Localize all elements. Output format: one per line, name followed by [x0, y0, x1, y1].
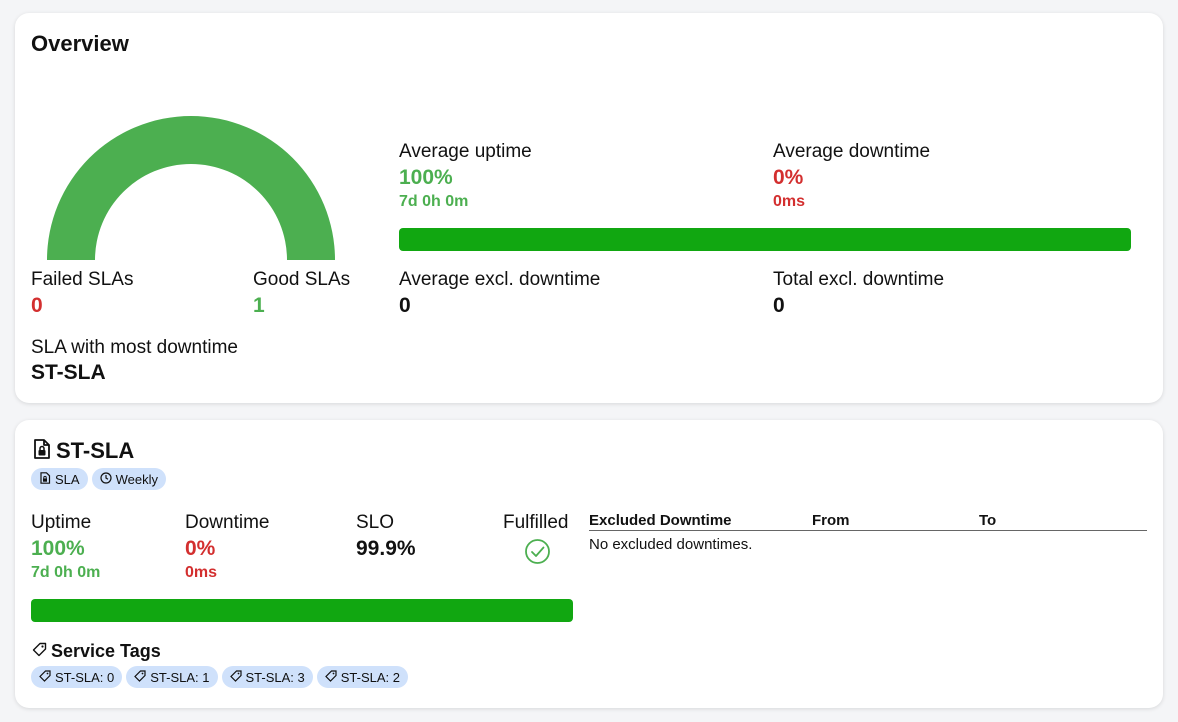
- service-tag[interactable]: ST-SLA: 3: [221, 666, 313, 688]
- sla-header: ST-SLA: [33, 438, 134, 464]
- avg-excl-downtime-label: Average excl. downtime: [399, 269, 601, 290]
- document-lock-icon: [39, 471, 51, 487]
- service-tag-label: ST-SLA: 2: [340, 669, 400, 685]
- service-tag-label: ST-SLA: 1: [150, 669, 210, 685]
- service-tags-title: Service Tags: [51, 641, 161, 661]
- downtime-value: 0%: [185, 537, 216, 560]
- tag-icon: [32, 642, 47, 662]
- fulfilled-label: Fulfilled: [503, 512, 569, 533]
- check-circle-icon: [524, 538, 551, 570]
- excluded-downtime-header: Excluded Downtime: [589, 512, 732, 529]
- avg-downtime-value: 0%: [773, 166, 804, 189]
- downtime-label: Downtime: [185, 512, 270, 533]
- uptime-sub: 7d 0h 0m: [31, 564, 101, 581]
- badge-sla-label: SLA: [55, 471, 80, 487]
- table-divider: [589, 530, 1147, 531]
- uptime-label: Uptime: [31, 512, 92, 533]
- service-tag-label: ST-SLA: 3: [245, 669, 305, 685]
- good-slas-value: 1: [253, 294, 265, 317]
- avg-downtime-label: Average downtime: [773, 141, 931, 162]
- sla-gauge: [47, 116, 335, 260]
- clock-icon: [99, 471, 112, 487]
- service-tags-list: ST-SLA: 0 ST-SLA: 1 ST-SLA: 3 ST-SLA: 2: [31, 666, 412, 688]
- sla-title: ST-SLA: [56, 438, 135, 463]
- overview-title: Overview: [31, 31, 129, 56]
- overview-card: Overview Failed SLAs 0 Good SLAs 1 SLA w…: [15, 13, 1163, 403]
- tag-icon: [229, 669, 242, 685]
- failed-slas-label: Failed SLAs: [31, 269, 134, 290]
- from-header: From: [812, 512, 850, 529]
- service-tag[interactable]: ST-SLA: 2: [316, 666, 408, 688]
- service-tags-heading: Service Tags: [32, 641, 161, 662]
- most-downtime-value: ST-SLA: [31, 361, 106, 384]
- tag-icon: [39, 669, 51, 685]
- good-slas-label: Good SLAs: [253, 269, 351, 290]
- badge-weekly[interactable]: Weekly: [91, 468, 166, 490]
- sla-uptime-bar: [31, 599, 573, 622]
- avg-excl-downtime-value: 0: [399, 294, 411, 317]
- service-tag[interactable]: ST-SLA: 1: [126, 666, 218, 688]
- uptime-value: 100%: [31, 537, 85, 560]
- sla-card: ST-SLA SLA Weekly Uptime 100% 7d 0h 0m D…: [15, 420, 1163, 708]
- service-tag-label: ST-SLA: 0: [55, 669, 115, 685]
- failed-slas-value: 0: [31, 294, 43, 317]
- badge-weekly-label: Weekly: [115, 471, 158, 487]
- tag-icon: [324, 669, 337, 685]
- service-tag[interactable]: ST-SLA: 0: [31, 666, 123, 688]
- avg-uptime-label: Average uptime: [399, 141, 532, 162]
- gauge-good-arc: [47, 116, 335, 260]
- tag-icon: [134, 669, 146, 685]
- badge-sla[interactable]: SLA: [31, 468, 88, 490]
- excluded-empty-text: No excluded downtimes.: [589, 536, 753, 553]
- slo-value: 99.9%: [356, 537, 416, 560]
- document-lock-icon: [33, 438, 50, 464]
- sla-badges: SLA Weekly: [31, 468, 170, 490]
- avg-downtime-sub: 0ms: [773, 193, 806, 210]
- slo-label: SLO: [356, 512, 395, 533]
- to-header: To: [979, 512, 997, 529]
- overview-uptime-bar: [399, 228, 1131, 251]
- total-excl-downtime-value: 0: [773, 294, 785, 317]
- avg-uptime-value: 100%: [399, 166, 453, 189]
- total-excl-downtime-label: Total excl. downtime: [773, 269, 945, 290]
- most-downtime-label: SLA with most downtime: [31, 337, 238, 358]
- downtime-sub: 0ms: [185, 564, 218, 581]
- avg-uptime-sub: 7d 0h 0m: [399, 193, 469, 210]
